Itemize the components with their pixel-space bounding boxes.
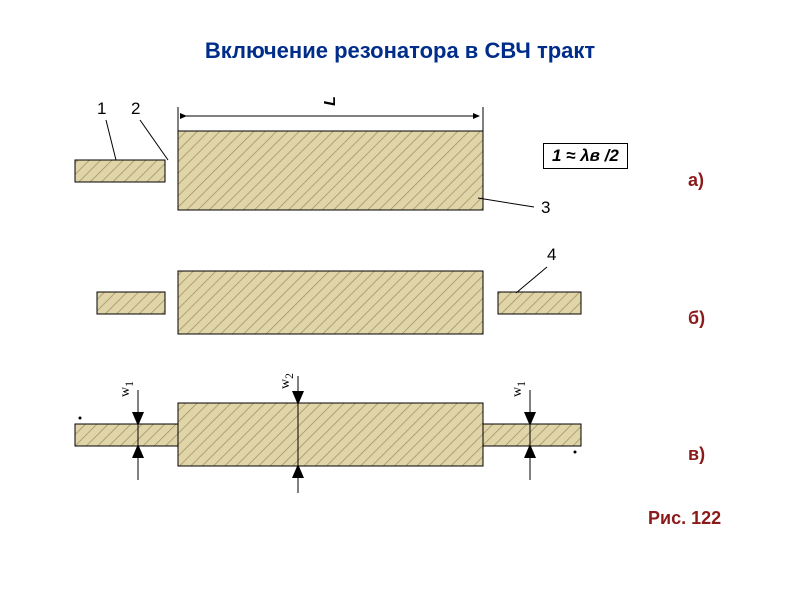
figure-caption: Рис. 122 (648, 508, 721, 529)
label-4: 4 (547, 245, 556, 265)
diag-b-feed-right (498, 292, 581, 314)
diag-a-feed (75, 160, 165, 182)
formula-text: 1 ≈ λв /2 (552, 146, 619, 165)
diag-c-feed-left (75, 424, 178, 446)
formula-box: 1 ≈ λв /2 (543, 143, 628, 169)
label-2: 2 (131, 99, 140, 119)
diag-c-resonator (178, 403, 483, 466)
dim-L: L (322, 96, 340, 106)
diag-a-resonator (178, 131, 483, 210)
diag-c-feed-right (483, 424, 581, 446)
label-b: б) (688, 308, 705, 329)
label-1: 1 (97, 99, 106, 119)
page-title: Включение резонатора в СВЧ тракт (0, 38, 800, 64)
label-3: 3 (541, 198, 550, 218)
diag-b-feed-left (97, 292, 165, 314)
label-c: в) (688, 444, 705, 465)
label-w1-right: w1 (510, 381, 528, 397)
diag-b-resonator (178, 271, 483, 334)
label-w2: w2 (278, 373, 296, 389)
label-w1-left: w1 (118, 381, 136, 397)
label-a: а) (688, 170, 704, 191)
